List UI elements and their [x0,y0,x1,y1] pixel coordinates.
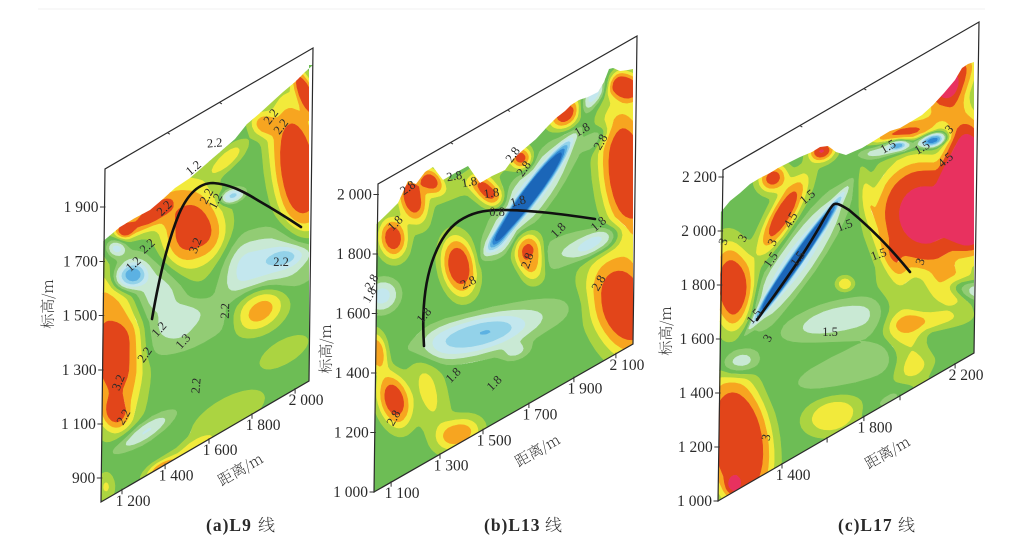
svg-text:1 200: 1 200 [334,425,369,442]
svg-text:1 400: 1 400 [679,385,714,402]
svg-text:1.5: 1.5 [822,325,838,339]
svg-text:1 900: 1 900 [64,199,99,216]
svg-text:2.2: 2.2 [273,255,289,269]
svg-text:1 400: 1 400 [776,467,811,484]
svg-text:1 600: 1 600 [203,442,238,459]
svg-text:1 200: 1 200 [678,439,713,456]
svg-text:1.8: 1.8 [460,174,478,191]
svg-text:2.8: 2.8 [589,273,609,294]
svg-text:3: 3 [765,237,780,249]
svg-text:1 700: 1 700 [63,254,98,271]
svg-text:1 100: 1 100 [61,416,96,433]
svg-text:1.8: 1.8 [572,120,593,140]
svg-text:2 100: 2 100 [609,357,644,374]
svg-text:3: 3 [759,433,774,442]
svg-text:2.2: 2.2 [197,186,217,206]
svg-text:1 800: 1 800 [336,246,371,263]
svg-text:4.5: 4.5 [781,210,801,231]
svg-text:2 000: 2 000 [337,187,372,204]
svg-text:1 800: 1 800 [857,420,892,437]
svg-text:1 300: 1 300 [434,457,469,474]
svg-text:1 600: 1 600 [680,331,715,348]
svg-text:1.5: 1.5 [912,138,933,158]
svg-text:2.8: 2.8 [458,273,478,292]
svg-text:1 000: 1 000 [333,484,368,501]
svg-text:1 100: 1 100 [385,485,420,502]
svg-text:1.5: 1.5 [835,216,854,234]
svg-text:2.8: 2.8 [384,408,404,429]
svg-text:2 200: 2 200 [682,169,717,186]
svg-text:2 000: 2 000 [289,392,324,409]
svg-text:3: 3 [913,256,928,267]
svg-text:1.8: 1.8 [360,285,380,306]
svg-text:1.8: 1.8 [483,185,500,201]
svg-text:0.8: 0.8 [489,205,505,219]
svg-text:3.2: 3.2 [109,373,128,393]
svg-text:2.2: 2.2 [206,135,223,150]
svg-text:2.8: 2.8 [362,272,382,293]
svg-text:1 000: 1 000 [677,493,712,510]
svg-text:1.2: 1.2 [206,191,226,211]
svg-text:(a)L9: (a)L9 [206,515,252,535]
svg-text:2.8: 2.8 [591,132,611,153]
svg-text:2.2: 2.2 [114,407,134,428]
svg-text:2 200: 2 200 [949,367,984,384]
svg-text:1 500: 1 500 [62,308,97,325]
svg-text:1 400: 1 400 [335,365,370,382]
svg-text:(b)L13: (b)L13 [484,515,541,535]
svg-text:1 500: 1 500 [477,433,512,450]
svg-text:2.8: 2.8 [445,168,463,185]
svg-text:1 600: 1 600 [335,306,370,323]
svg-text:3: 3 [716,236,731,247]
svg-text:1 200: 1 200 [116,493,151,510]
svg-text:(c)L17: (c)L17 [838,515,893,535]
svg-text:900: 900 [72,470,96,487]
svg-text:1 400: 1 400 [159,468,194,485]
svg-text:2 000: 2 000 [681,223,716,240]
svg-text:3.2: 3.2 [186,236,205,256]
svg-text:1.5: 1.5 [869,245,888,263]
svg-text:2.8: 2.8 [518,251,536,270]
svg-text:1 900: 1 900 [567,381,602,398]
svg-text:2.2: 2.2 [218,303,233,319]
svg-text:1 800: 1 800 [680,277,715,294]
svg-text:1.8: 1.8 [509,192,528,210]
svg-text:1 300: 1 300 [62,362,97,379]
svg-text:1.5: 1.5 [878,137,899,157]
svg-text:1 700: 1 700 [522,407,557,424]
svg-text:2.2: 2.2 [188,377,203,394]
svg-text:1 800: 1 800 [246,417,281,434]
